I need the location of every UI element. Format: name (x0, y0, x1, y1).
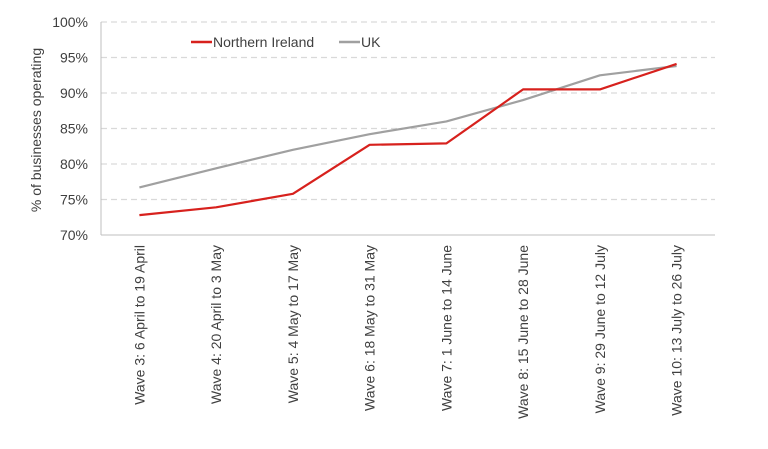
y-tick-label: 75% (60, 192, 88, 208)
x-tick-label: Wave 4: 20 April to 3 May (208, 245, 224, 404)
x-tick-label: Wave 9: 29 June to 12 July (592, 245, 608, 413)
x-tick-label: Wave 5: 4 May to 17 May (285, 245, 301, 403)
legend: Northern Ireland UK (191, 34, 381, 50)
x-axis-ticks: Wave 3: 6 April to 19 April Wave 4: 20 Ap… (131, 245, 684, 419)
legend-item-uk: UK (339, 34, 381, 50)
gridlines (101, 21, 715, 201)
series-lines (139, 62, 677, 217)
series-line-uk (139, 64, 677, 189)
x-tick-label: Wave 6: 18 May to 31 May (362, 245, 378, 411)
axes (100, 22, 715, 236)
y-tick-label: 80% (60, 156, 88, 172)
y-axis-ticks: 70% 75% 80% 85% 90% 95% 100% (52, 14, 88, 243)
x-tick-label: Wave 10: 13 July to 26 July (669, 245, 685, 416)
legend-item-northern-ireland: Northern Ireland (191, 34, 314, 50)
y-tick-label: 100% (52, 14, 88, 30)
y-tick-label: 95% (60, 50, 88, 66)
legend-label: Northern Ireland (213, 34, 314, 50)
x-tick-label: Wave 3: 6 April to 19 April (131, 245, 147, 405)
y-tick-label: 85% (60, 121, 88, 137)
series-line-northern-ireland (139, 62, 677, 217)
y-tick-label: 90% (60, 85, 88, 101)
x-tick-label: Wave 8: 15 June to 28 June (515, 245, 531, 419)
x-tick-label: Wave 7: 1 June to 14 June (438, 245, 454, 411)
y-tick-label: 70% (60, 227, 88, 243)
legend-label: UK (361, 34, 381, 50)
y-axis-label: % of businesses operating (28, 48, 44, 212)
